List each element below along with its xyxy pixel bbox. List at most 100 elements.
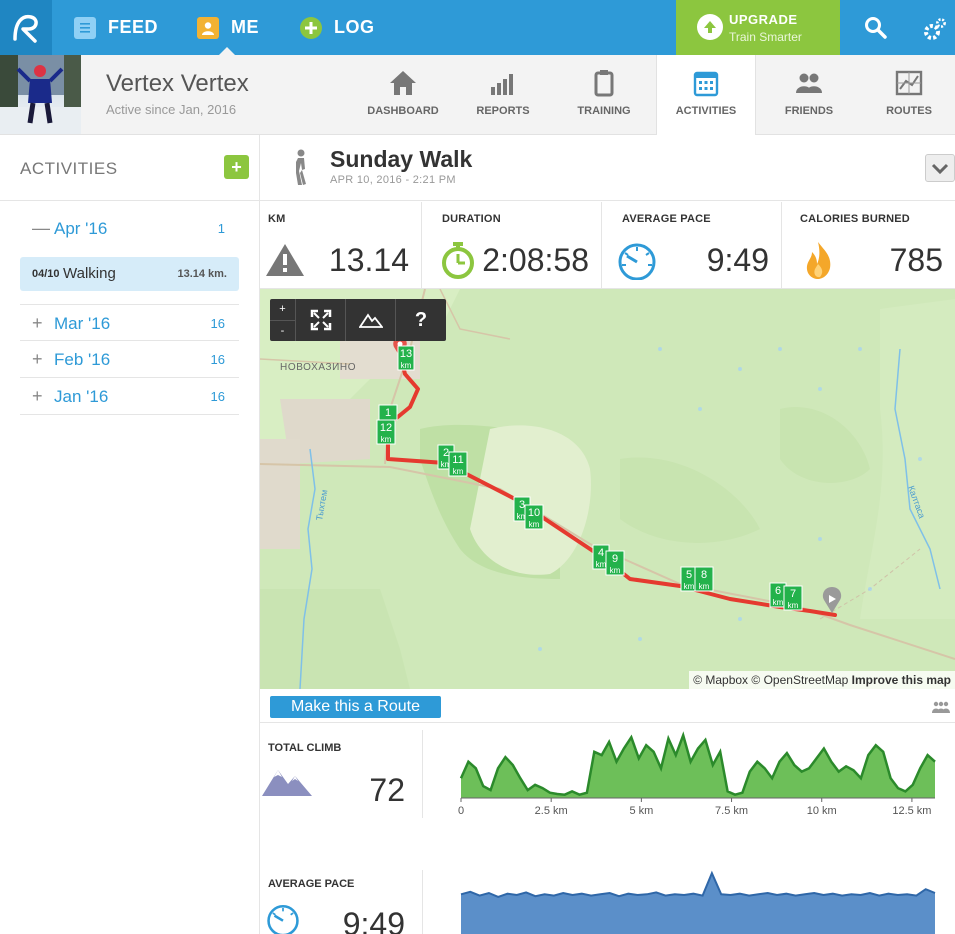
tab-activities[interactable]: ACTIVITIES [656,55,756,136]
nav-log[interactable]: LOG [300,0,375,55]
km-marker-4: 4km [592,544,610,570]
stat-label: DURATION [442,213,501,225]
calendar-icon [693,71,719,97]
stat-value: 2:08:58 [482,242,589,278]
svg-text:10: 10 [528,507,540,519]
tab-reports[interactable]: REPORTS [453,55,553,135]
friends-icon [796,73,822,93]
place-label: НОВОХАЗИНО [280,362,356,373]
elevation-chart[interactable]: 0 2.5 km 5 km 7.5 km 10 km 12.5 km [455,728,945,828]
month-apr-16[interactable]: — Apr '16 1 [20,210,239,247]
svg-text:km: km [596,560,607,569]
avatar[interactable] [0,55,81,134]
x-tick-label: 12.5 km [892,805,931,817]
upgrade-title: UPGRADE [729,12,798,27]
month-count: 1 [217,221,225,236]
logo-icon [13,14,38,43]
tab-training[interactable]: TRAINING [554,55,654,135]
activity-item-distance: 13.14 km. [177,268,227,280]
add-activity-button[interactable]: + [224,155,249,179]
stat-label: AVERAGE PACE [622,213,711,225]
svg-text:6: 6 [775,585,781,597]
stat-km: KM 13.14 [260,202,422,289]
people-icon[interactable] [931,701,951,713]
stat-label: CALORIES BURNED [800,213,910,225]
make-route-button[interactable]: Make this a Route [270,696,441,718]
active-nav-caret [219,47,235,55]
speedometer-icon [618,243,656,280]
route-map-icon [895,70,923,96]
stats-row: KM 13.14 DURATION 2:08:58 AVERAGE PACE [260,202,955,289]
nav-me-label: ME [231,17,259,37]
zoom-in-button[interactable]: + [270,299,295,321]
svg-text:km: km [453,467,464,476]
activities-sidebar: ACTIVITIES + — Apr '16 1 04/10 Walking 1… [0,135,260,934]
activity-item-date: 04/10 [32,268,60,280]
search-icon[interactable] [863,15,889,41]
settings-gear-icon[interactable] [921,15,947,41]
svg-text:km: km [401,361,412,370]
svg-text:km: km [699,582,710,591]
map-help-button[interactable]: ? [414,308,428,331]
runkeeper-logo[interactable] [0,0,52,55]
mountain-icon [358,313,383,328]
svg-text:2: 2 [443,447,449,459]
tab-reports-label: REPORTS [476,105,530,117]
svg-text:5: 5 [686,569,692,581]
tab-routes[interactable]: ROUTES [859,55,955,135]
km-marker-8: 8km [694,566,714,592]
pace-panel: AVERAGE PACE 9:49 [260,870,955,934]
activity-item-selected[interactable]: 04/10 Walking 13.14 km. [20,257,239,291]
pace-line [460,870,936,898]
speedometer-icon [267,904,299,934]
pace-chart[interactable] [455,870,945,934]
pace-label: AVERAGE PACE [268,878,355,890]
osm-link[interactable]: © OpenStreetMap [751,673,849,687]
svg-text:13: 13 [400,348,412,360]
svg-text:1: 1 [385,407,391,419]
me-icon [197,16,219,39]
nav-feed[interactable]: FEED [74,0,158,55]
collapse-icon: — [32,218,50,238]
month-jan-16[interactable]: + Jan '16 16 [20,378,239,415]
fullscreen-button[interactable] [296,299,346,341]
svg-text:km: km [441,460,452,469]
improve-map-link[interactable]: Improve this map [851,673,951,687]
svg-text:7: 7 [790,588,796,600]
svg-text:km: km [610,566,621,575]
zoom-out-button[interactable]: - [280,325,285,337]
month-label: Jan '16 [54,387,109,406]
stat-average-pace: AVERAGE PACE 9:49 [602,202,782,289]
mapbox-link[interactable]: © Mapbox [693,673,749,687]
tab-friends-label: FRIENDS [784,105,834,117]
month-mar-16[interactable]: + Mar '16 16 [20,304,239,341]
month-label: Apr '16 [54,219,108,238]
tab-friends[interactable]: FRIENDS [759,55,859,135]
divider [0,200,260,201]
month-feb-16[interactable]: + Feb '16 16 [20,341,239,378]
upgrade-button[interactable]: UPGRADE Train Smarter [676,0,840,55]
activity-detail: Sunday Walk APR 10, 2016 - 2:21 PM KM 13… [260,135,955,934]
plus-circle-icon [300,16,322,39]
tab-activities-label: ACTIVITIES [675,105,737,117]
stat-value: 9:49 [706,242,769,278]
nav-me[interactable]: ME [197,0,259,55]
x-tick-label: 0 [458,805,464,817]
tab-dashboard[interactable]: DASHBOARD [353,55,453,135]
nav-feed-label: FEED [108,17,159,37]
elevation-area [461,735,935,798]
divider [422,870,423,934]
terrain-icon [266,244,304,276]
stat-value: 785 [889,242,943,278]
elevation-line [459,731,936,797]
svg-text:3: 3 [519,499,525,511]
stat-label: KM [268,213,286,225]
upgrade-subtitle: Train Smarter [729,30,802,44]
divider [422,730,423,818]
activity-menu-button[interactable] [925,154,955,182]
pace-value: 9:49 [342,906,405,934]
month-count: 16 [210,316,225,331]
terrain-view-button[interactable] [346,299,396,341]
